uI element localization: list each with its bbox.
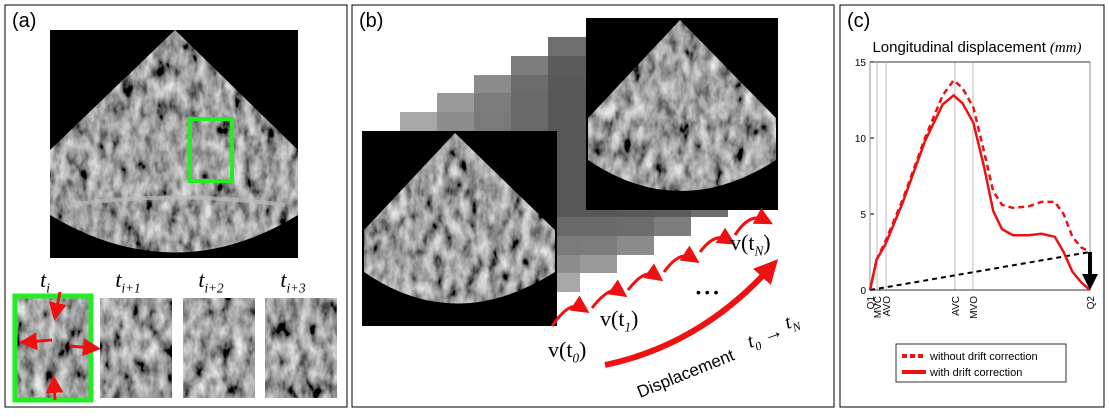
label: ti+2 [198,267,224,296]
thumbnail [100,298,172,398]
legend-label: without drift correction [929,351,1038,363]
label: ti+1 [115,267,140,296]
subscript: i+2 [204,281,224,296]
y-tick-label: 5 [860,210,866,221]
title-text: Longitudinal displacement [872,39,1046,56]
event-label: Q2 [1086,296,1097,310]
thumbnail [183,298,255,398]
panel-label: (c) [847,10,870,32]
drift-arrow-head [1082,274,1098,290]
label-part: v(t [548,337,572,362]
event-label: AVC [951,296,962,316]
y-tick-label: 10 [855,134,867,145]
drift-line [870,252,1090,290]
plot-area [870,62,1090,290]
y-tick-label: 15 [855,58,867,69]
title-unit: (mm) [1050,40,1082,56]
label-part: ) [579,337,586,362]
label: v(t0) [548,337,586,366]
label-part: ) [631,306,638,331]
label: v(tN) [730,230,771,259]
event-label: MVO [969,296,980,319]
subscript: i+3 [286,281,306,296]
label: ti+3 [280,267,306,296]
label: ti [40,267,50,296]
subscript: i [46,281,50,296]
thumbnails [15,292,337,400]
subscript: i+1 [121,281,140,296]
displacement-arrow [605,268,770,365]
subscript: 1 [624,320,631,335]
label-part: v(t [600,306,624,331]
y-tick-label: 0 [860,286,866,297]
figure: (a) (b) v(t0)v(t1)v(tN)• • •Displacement… [0,0,1109,412]
label: v(t1) [600,306,638,335]
panel-label: (b) [359,10,383,32]
chart-title: Longitudinal displacement(mm) [872,39,1081,56]
series-line [870,95,1090,290]
event-label: AVO [882,296,893,317]
thumbnail [265,298,337,398]
label-part: v(t [730,230,754,255]
label: t0 → tN [742,308,805,355]
legend-label: with drift correction [929,367,1022,379]
panel-label: (a) [12,10,36,32]
label-part: ) [763,230,770,255]
ellipsis: • • • [696,284,719,300]
